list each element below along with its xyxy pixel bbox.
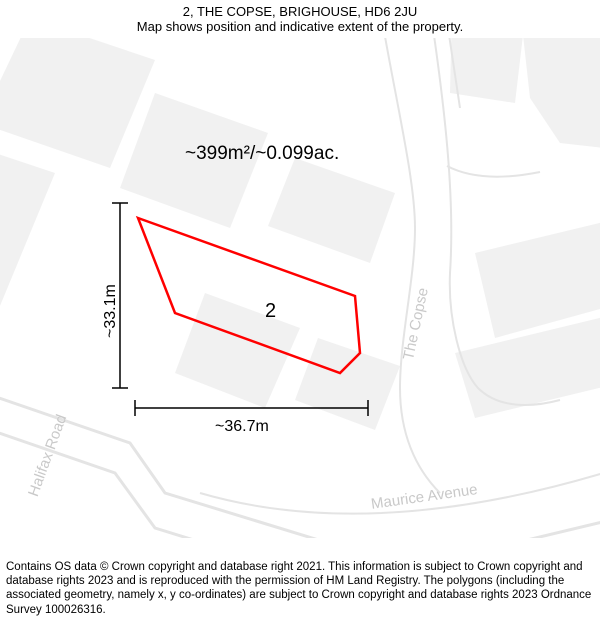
page-subtitle: Map shows position and indicative extent… xyxy=(0,19,600,34)
page-title: 2, THE COPSE, BRIGHOUSE, HD6 2JU xyxy=(0,4,600,19)
building-shape xyxy=(0,38,155,168)
building-shape xyxy=(520,38,600,153)
road-line xyxy=(0,423,600,538)
map-container: ~399m²/~0.099ac. ~33.1m ~36.7m 2 Halifax… xyxy=(0,38,600,538)
road-line xyxy=(380,38,440,493)
dimension-horizontal: ~36.7m xyxy=(215,418,269,436)
building-shape xyxy=(295,338,400,430)
building-shape xyxy=(268,158,395,263)
building-shape xyxy=(475,218,600,338)
map-svg xyxy=(0,38,600,538)
building-shape xyxy=(0,148,55,318)
plot-number: 2 xyxy=(265,300,276,323)
dimension-vertical: ~33.1m xyxy=(102,284,120,338)
building-shape xyxy=(450,38,525,103)
road-line xyxy=(447,166,540,177)
copyright-footer: Contains OS data © Crown copyright and d… xyxy=(0,556,600,625)
area-label: ~399m²/~0.099ac. xyxy=(185,143,339,165)
